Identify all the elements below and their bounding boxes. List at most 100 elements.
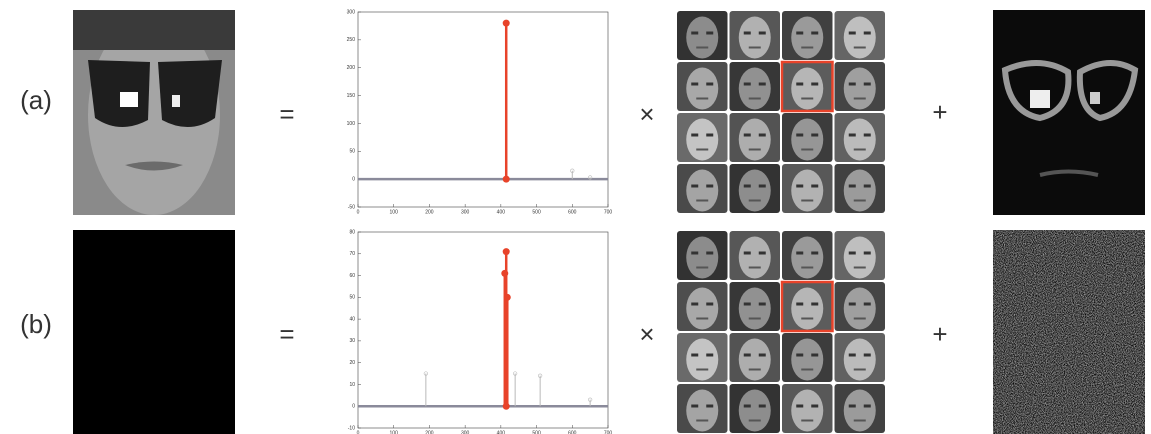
face-image — [73, 10, 235, 215]
y-tick-label: 0 — [352, 176, 355, 182]
eyes — [744, 83, 751, 86]
eyes — [864, 32, 871, 35]
eyes — [864, 83, 871, 86]
mouth — [696, 47, 708, 49]
eyes — [849, 134, 856, 137]
eyes — [706, 134, 713, 137]
face — [791, 119, 823, 161]
eyes — [864, 405, 871, 408]
mouth — [854, 267, 866, 269]
noise-image — [73, 230, 235, 434]
operator: = — [279, 319, 294, 349]
x-tick-label: 0 — [357, 430, 360, 434]
eyes — [691, 303, 698, 306]
eyes — [849, 354, 856, 357]
eyes — [744, 405, 751, 408]
mouth — [696, 420, 708, 422]
eyes — [811, 303, 818, 306]
mouth — [801, 200, 813, 202]
x-tick-label: 600 — [568, 209, 577, 215]
eyes — [864, 303, 871, 306]
eyes — [796, 303, 803, 306]
eyes — [811, 185, 818, 188]
error-image — [993, 10, 1145, 215]
face — [791, 339, 823, 381]
y-tick-label: 30 — [349, 338, 355, 344]
eyes — [811, 134, 818, 137]
mouth — [854, 98, 866, 100]
eyes — [744, 134, 751, 137]
y-tick-label: 250 — [347, 37, 356, 43]
face — [844, 339, 876, 381]
eyes — [811, 32, 818, 35]
x-tick-label: 700 — [604, 209, 613, 215]
eyes — [744, 303, 751, 306]
mouth — [854, 47, 866, 49]
eyes — [796, 405, 803, 408]
face — [739, 237, 771, 279]
eyes — [759, 252, 766, 255]
mouth — [749, 318, 761, 320]
face — [686, 288, 718, 330]
face — [844, 237, 876, 279]
mouth — [749, 47, 761, 49]
face — [686, 170, 718, 212]
face — [791, 288, 823, 330]
face — [844, 17, 876, 59]
mouth — [696, 369, 708, 371]
eyes — [759, 32, 766, 35]
mouth — [696, 149, 708, 151]
y-tick-label: 40 — [349, 316, 355, 322]
y-tick-label: 70 — [349, 251, 355, 257]
operator: + — [932, 319, 947, 349]
face — [739, 390, 771, 432]
face — [791, 68, 823, 110]
mouth — [696, 267, 708, 269]
eyes — [759, 134, 766, 137]
face — [844, 119, 876, 161]
face — [686, 17, 718, 59]
eyes — [796, 134, 803, 137]
face — [844, 390, 876, 432]
face — [739, 288, 771, 330]
eyes — [796, 83, 803, 86]
mouth — [854, 369, 866, 371]
stem-marker — [504, 294, 511, 301]
x-tick-label: 100 — [390, 209, 399, 215]
y-tick-label: 200 — [347, 65, 356, 71]
eyes — [811, 354, 818, 357]
face — [739, 17, 771, 59]
figure: (a) (b) = = × × + + -5005010015020025030… — [0, 0, 1151, 434]
mouth — [749, 149, 761, 151]
stem-marker — [503, 403, 510, 410]
row-label: (b) — [20, 309, 52, 339]
mouth — [801, 149, 813, 151]
face — [791, 390, 823, 432]
y-tick-label: 50 — [349, 149, 355, 155]
face — [844, 68, 876, 110]
x-tick-label: 300 — [461, 430, 470, 434]
face — [686, 68, 718, 110]
mouth — [749, 98, 761, 100]
row-label: (a) — [20, 85, 52, 115]
x-tick-label: 300 — [461, 209, 470, 215]
mouth — [749, 267, 761, 269]
y-tick-label: 20 — [349, 360, 355, 366]
eyes — [849, 83, 856, 86]
eyes — [811, 83, 818, 86]
mouth — [854, 149, 866, 151]
eyes — [744, 32, 751, 35]
face — [791, 237, 823, 279]
x-tick-label: 400 — [497, 209, 506, 215]
stem-marker — [501, 270, 508, 277]
eyes — [796, 185, 803, 188]
eyes — [759, 185, 766, 188]
eyes — [691, 354, 698, 357]
operator: × — [639, 319, 654, 349]
mouth — [801, 47, 813, 49]
training-faces — [677, 231, 885, 433]
mouth — [854, 420, 866, 422]
mouth — [696, 200, 708, 202]
eyes — [744, 252, 751, 255]
eyes — [849, 303, 856, 306]
